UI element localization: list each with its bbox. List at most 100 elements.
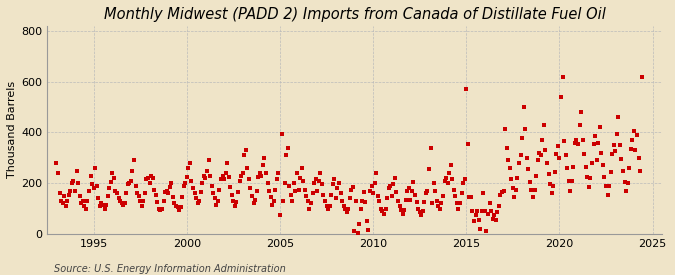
Point (618, 168, 628, 173)
Point (498, 189, 509, 193)
Point (605, 170, 616, 174)
Point (570, 141, 580, 145)
Point (543, 172, 554, 177)
Point (169, 201, 180, 206)
Point (456, 191, 467, 196)
Point (624, 166, 634, 170)
Point (338, 204, 349, 208)
Point (317, 182, 327, 187)
Point (442, 181, 453, 185)
Point (637, 75, 647, 79)
Point (312, 189, 323, 193)
Point (596, 150, 607, 155)
Point (443, 171, 454, 175)
Point (479, 209, 490, 213)
Point (171, 204, 182, 208)
Point (349, 229, 360, 233)
Point (219, 177, 230, 182)
Point (452, 201, 462, 206)
Point (113, 196, 124, 201)
Point (273, 171, 284, 175)
Point (371, 171, 381, 175)
Point (614, 143, 625, 147)
Point (531, 173, 541, 178)
Point (612, 131, 622, 136)
Point (140, 191, 151, 196)
Point (381, 196, 392, 201)
Point (393, 199, 404, 203)
Point (497, 190, 508, 194)
Point (603, 183, 614, 188)
Point (450, 194, 461, 198)
Point (281, 153, 292, 158)
Point (71, 168, 82, 173)
Point (82, 199, 93, 203)
Point (545, 182, 556, 187)
Point (259, 156, 270, 160)
Point (348, 185, 358, 189)
Point (414, 210, 425, 214)
Point (180, 181, 190, 185)
Point (161, 189, 172, 193)
Point (86, 182, 97, 187)
Point (524, 180, 535, 184)
Point (90, 166, 101, 170)
Point (279, 181, 290, 185)
Point (514, 161, 524, 165)
Point (290, 189, 301, 193)
Point (166, 181, 177, 185)
Point (228, 199, 239, 203)
Point (500, 126, 510, 131)
Point (80, 206, 91, 211)
Point (211, 203, 221, 207)
Point (503, 158, 514, 163)
Point (51, 161, 62, 165)
Point (344, 196, 355, 201)
Point (163, 191, 173, 196)
Point (223, 175, 234, 179)
Point (307, 191, 318, 196)
Point (577, 138, 588, 142)
Point (310, 177, 321, 182)
Point (470, 213, 481, 217)
Point (324, 204, 335, 208)
Point (534, 150, 545, 155)
Point (582, 175, 593, 179)
Point (152, 200, 163, 204)
Point (568, 164, 578, 169)
Point (459, 177, 470, 182)
Point (599, 175, 610, 179)
Point (346, 187, 357, 192)
Point (430, 189, 441, 193)
Point (158, 199, 169, 203)
Point (362, 219, 373, 224)
Point (627, 138, 638, 142)
Point (292, 171, 302, 175)
Point (226, 192, 237, 197)
Point (122, 182, 133, 187)
Point (55, 199, 66, 203)
Point (484, 201, 495, 206)
Point (517, 135, 528, 140)
Point (595, 125, 605, 130)
Point (419, 200, 430, 204)
Point (368, 191, 379, 196)
Point (389, 176, 400, 180)
Point (127, 168, 138, 173)
Point (411, 200, 422, 204)
Point (458, 181, 468, 185)
Point (386, 194, 397, 198)
Point (551, 152, 562, 156)
Point (130, 183, 141, 188)
Point (200, 176, 211, 180)
Point (209, 196, 220, 201)
Point (622, 181, 633, 185)
Point (613, 115, 624, 119)
Point (580, 164, 591, 169)
Point (521, 156, 532, 160)
Point (475, 227, 485, 231)
Point (110, 189, 121, 193)
Point (121, 191, 132, 196)
Point (318, 192, 329, 197)
Point (461, 87, 472, 92)
